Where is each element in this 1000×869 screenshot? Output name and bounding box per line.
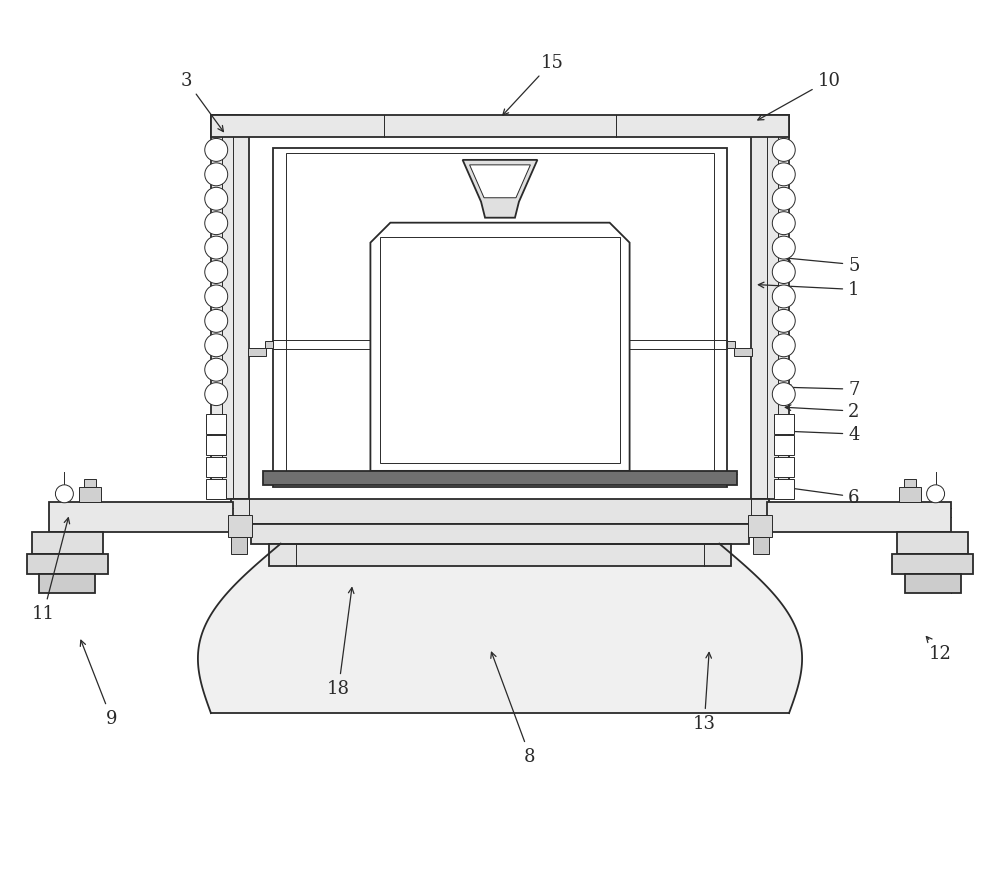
Circle shape [772,188,795,211]
Polygon shape [470,166,530,198]
Bar [734,348,752,357]
Bar [727,342,735,348]
Bar [251,524,749,544]
Text: 8: 8 [491,653,536,765]
Bar [32,532,103,554]
Bar [269,544,731,566]
Text: 5: 5 [785,256,860,275]
Circle shape [772,286,795,308]
Circle shape [205,286,228,308]
Circle shape [772,310,795,333]
Circle shape [772,139,795,163]
Circle shape [205,212,228,235]
Circle shape [205,359,228,381]
Text: 9: 9 [80,640,117,727]
Bar [905,574,961,594]
Bar [899,488,921,502]
Circle shape [205,262,228,284]
Circle shape [772,383,795,406]
Bar [774,458,794,478]
Circle shape [927,485,945,503]
Circle shape [205,163,228,187]
Polygon shape [370,223,630,471]
Text: 6: 6 [785,486,860,507]
Circle shape [205,383,228,406]
Bar [748,515,772,537]
Bar [79,488,101,502]
Circle shape [205,237,228,260]
Text: 4: 4 [785,426,860,443]
Circle shape [772,262,795,284]
Bar [206,436,226,456]
Circle shape [205,310,228,333]
Circle shape [772,359,795,381]
Bar [49,502,233,532]
Text: 10: 10 [758,72,840,121]
Bar [206,480,226,500]
Bar [206,415,226,434]
Polygon shape [463,161,537,218]
Bar [231,537,247,554]
Bar [39,574,95,594]
Bar [273,149,727,488]
Bar [904,480,916,488]
Text: 12: 12 [926,637,952,662]
Text: 3: 3 [180,72,223,132]
Text: 13: 13 [693,653,716,733]
Circle shape [55,485,73,503]
Text: 2: 2 [785,402,860,421]
Bar [897,532,968,554]
Polygon shape [198,544,802,713]
Bar [248,348,266,357]
Bar [892,554,973,574]
Circle shape [772,212,795,235]
Bar [380,237,620,463]
Bar [751,116,789,499]
Circle shape [205,188,228,211]
Bar [211,116,249,499]
Circle shape [772,335,795,357]
Bar [84,480,96,488]
Bar [774,480,794,500]
Text: 7: 7 [785,381,860,399]
Circle shape [772,163,795,187]
Bar [286,154,714,482]
Circle shape [772,237,795,260]
Bar [228,515,252,537]
Text: 18: 18 [327,588,354,698]
Text: 15: 15 [503,54,563,116]
Bar [767,502,951,532]
Bar [753,537,769,554]
Bar [774,436,794,456]
Bar [263,471,737,485]
Bar [27,554,108,574]
Bar [774,415,794,434]
Bar [265,342,273,348]
Bar [206,458,226,478]
Text: 1: 1 [758,282,860,299]
Bar [211,116,789,138]
Circle shape [205,139,228,163]
Circle shape [205,335,228,357]
Text: 11: 11 [32,518,70,623]
Bar [231,499,769,524]
